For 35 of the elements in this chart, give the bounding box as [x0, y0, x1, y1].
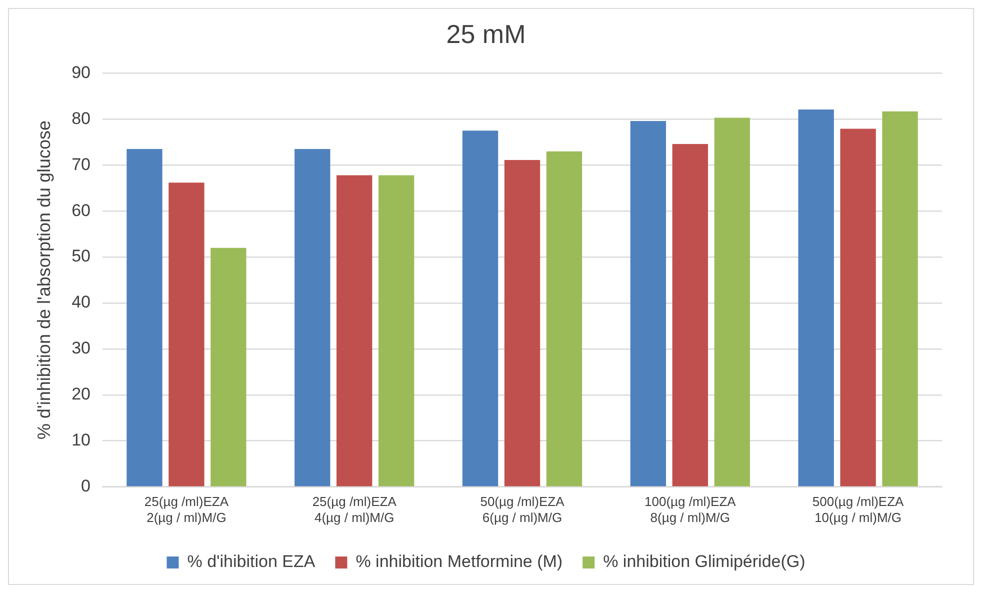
bar: [630, 120, 666, 486]
y-tick-label: 70: [72, 154, 91, 174]
legend-label: % inhibition Glimipéride(G): [603, 552, 806, 572]
bar: [126, 149, 162, 486]
y-tick-label: 30: [72, 338, 91, 358]
y-axis-title: % d'inhibition de l'absorption du glucose: [34, 120, 54, 440]
y-tick-label: 20: [72, 384, 91, 404]
bar: [714, 118, 750, 486]
x-tick-label: 25(µg /ml)EZA 4(µg / ml)M/G: [312, 494, 397, 525]
y-tick-label: 10: [72, 430, 91, 450]
bar: [672, 144, 708, 486]
x-tick-label: 50(µg /ml)EZA 6(µg / ml)M/G: [480, 494, 565, 525]
bar: [546, 151, 582, 486]
x-tick-label: 100(µg /ml)EZA 8(µg / ml)M/G: [644, 494, 736, 525]
y-tick-label: 40: [72, 292, 91, 312]
legend-label: % inhibition Metformine (M): [356, 552, 563, 572]
bar: [168, 182, 204, 486]
y-tick-label: 0: [81, 476, 91, 496]
bar: [378, 175, 414, 486]
bar: [336, 175, 372, 486]
bar: [882, 111, 918, 486]
bar: [210, 248, 246, 486]
bar: [840, 128, 876, 486]
y-tick-label: 90: [72, 62, 91, 82]
y-tick-label: 60: [72, 200, 91, 220]
y-tick-label: 50: [72, 246, 91, 266]
legend-label: % d'ihibition EZA: [187, 552, 316, 572]
bar: [462, 130, 498, 486]
chart-title: 25 mM: [446, 18, 526, 49]
x-tick-label: 500(µg /ml)EZA 10(µg / ml)M/G: [812, 494, 904, 525]
bar: [294, 149, 330, 486]
bar: [504, 160, 540, 486]
bar: [798, 110, 834, 486]
x-tick-label: 25(µg /ml)EZA 2(µg / ml)M/G: [144, 494, 229, 525]
y-tick-label: 80: [72, 108, 91, 128]
